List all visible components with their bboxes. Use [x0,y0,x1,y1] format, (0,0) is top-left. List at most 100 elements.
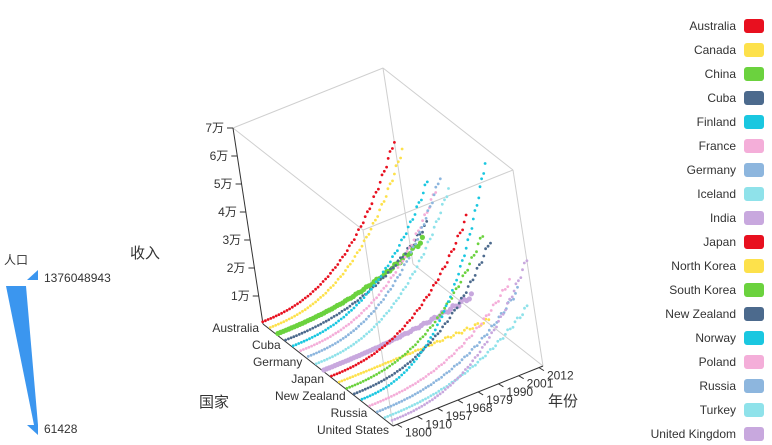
data-point [367,304,371,308]
data-point [427,384,430,388]
data-point [450,354,454,358]
data-point [488,336,491,339]
data-point [377,187,380,191]
legend-item[interactable]: Canada [594,38,764,62]
data-point [341,349,345,353]
data-point [408,405,411,409]
legend-swatch [744,283,764,297]
data-point [457,301,461,305]
visual-map-top-handle[interactable] [27,270,38,280]
data-point [418,400,422,404]
legend-item[interactable]: Finland [594,110,764,134]
legend-item[interactable]: Russia [594,374,764,398]
data-point [410,404,414,408]
data-point [400,268,404,272]
data-point [382,314,386,318]
data-point [372,325,376,329]
data-point [330,316,333,320]
data-point [399,256,402,260]
data-point [334,321,338,325]
data-point [464,246,468,250]
legend-label: Russia [699,379,736,393]
data-point [359,322,363,326]
visual-map-bar[interactable] [6,286,38,425]
legend-item[interactable]: South Korea [594,278,764,302]
data-point [385,341,389,345]
data-point [423,403,426,407]
data-point [264,319,267,323]
data-point [417,259,421,263]
data-point [414,349,417,353]
data-point [359,225,363,228]
data-point [379,289,383,293]
data-point [308,328,312,331]
legend-item[interactable]: Japan [594,230,764,254]
data-point [370,367,374,371]
legend-item[interactable]: Turkey [594,398,764,422]
data-point [478,236,482,240]
data-point [462,341,466,345]
data-point [345,249,349,253]
series-canada [268,147,404,329]
data-point [468,366,472,370]
data-point [400,389,404,393]
legend-item[interactable]: India [594,206,764,230]
data-point [314,300,317,304]
data-point [425,220,429,223]
data-point [449,336,453,339]
data-point [501,288,504,292]
data-point [387,396,391,400]
data-point [482,317,486,321]
data-point [414,343,417,347]
data-point [344,324,348,328]
legend-item[interactable]: Norway [594,326,764,350]
data-point [421,335,425,339]
data-point [438,177,442,181]
data-point [419,350,423,354]
data-point [387,280,390,284]
data-point [468,291,474,297]
data-point [508,327,512,331]
data-point [317,361,321,365]
data-point [440,202,444,206]
data-point [319,296,322,299]
data-point [436,394,439,398]
data-point [360,397,364,401]
legend-item[interactable]: France [594,134,764,158]
data-point [512,297,515,301]
legend-item[interactable]: Poland [594,350,764,374]
legend-item[interactable]: Iceland [594,182,764,206]
data-point [316,333,319,336]
data-point [469,280,472,284]
data-point [348,262,352,266]
series-south-korea [345,235,485,390]
legend-item[interactable]: Australia [594,14,764,38]
data-point [389,359,393,363]
legend-item[interactable]: United Kingdom [594,422,764,445]
data-point [483,162,487,165]
data-point [318,331,322,335]
data-point [348,385,351,389]
series-china [275,234,425,337]
legend-item[interactable]: Cuba [594,86,764,110]
visual-map-bottom-handle[interactable] [27,425,38,435]
legend-item[interactable]: New Zealand [594,302,764,326]
data-point [408,352,412,355]
legend-item[interactable]: China [594,62,764,86]
data-point [425,295,428,299]
legend-item[interactable]: Germany [594,158,764,182]
data-point [458,264,462,268]
data-point [363,387,367,391]
data-point [376,390,380,394]
data-point [433,334,437,338]
data-point [266,318,270,321]
income-axis-line [232,127,264,325]
visual-map-layer[interactable] [6,270,38,435]
legend-item[interactable]: North Korea [594,254,764,278]
data-point [484,314,488,318]
grid-line [512,169,544,367]
data-point [398,415,402,419]
data-point [398,273,402,277]
data-point [392,358,396,362]
data-point [366,210,369,214]
